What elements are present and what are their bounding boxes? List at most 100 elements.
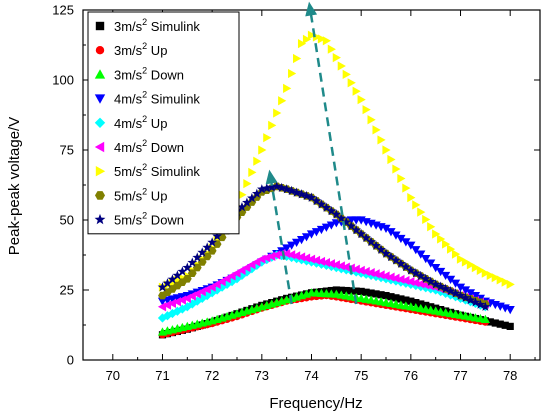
data-point [311, 228, 322, 237]
data-point [253, 156, 262, 166]
data-point [272, 250, 281, 260]
arrow-shaft [270, 183, 293, 305]
data-point [261, 183, 272, 193]
data-point [432, 229, 441, 239]
legend-label: 3m/s2 Up [114, 41, 167, 58]
legend-label-exp: 2 [142, 90, 147, 100]
x-tick-label: 71 [155, 368, 169, 383]
data-point [402, 296, 410, 304]
data-point [307, 30, 317, 40]
data-point [460, 286, 471, 295]
data-point [331, 209, 342, 219]
data-point [337, 286, 345, 294]
data-point [496, 320, 504, 328]
data-point [386, 272, 395, 282]
legend-label-base: 5m/s [114, 164, 143, 179]
trend-arrow [265, 169, 293, 305]
legend-label-base: 4m/s [114, 140, 143, 155]
data-point [177, 266, 188, 276]
series-2 [157, 288, 490, 336]
data-point [465, 289, 476, 298]
series-5 [157, 249, 489, 312]
data-point [291, 251, 301, 261]
data-point [331, 260, 340, 270]
data-point [442, 239, 451, 249]
data-point [486, 270, 495, 281]
data-point [207, 246, 217, 255]
data-point [301, 253, 311, 263]
data-point [311, 255, 321, 265]
data-point [336, 261, 345, 271]
data-point [431, 264, 441, 273]
legend-label: 4m/s2 Simulink [114, 90, 200, 107]
arrow-shaft [309, 15, 358, 305]
data-point [247, 193, 257, 203]
data-point [347, 78, 356, 88]
data-point [266, 182, 277, 192]
legend-label-exp: 2 [142, 162, 147, 172]
data-point [182, 274, 192, 283]
data-point [460, 292, 471, 302]
data-point [337, 61, 346, 71]
data-point [391, 276, 401, 286]
legend-label-base: 4m/s [114, 116, 143, 131]
data-point [296, 236, 307, 245]
data-point [301, 190, 312, 201]
x-tick-label: 78 [503, 368, 517, 383]
legend-label-suffix: Down [147, 140, 184, 155]
data-point [287, 241, 297, 250]
data-point [416, 250, 426, 259]
data-point [387, 293, 395, 301]
legend-label: 5m/s2 Simulink [114, 162, 200, 179]
data-point [356, 265, 365, 275]
data-point [450, 279, 461, 288]
data-point [445, 275, 456, 284]
data-point [182, 262, 193, 272]
data-point [283, 83, 292, 93]
data-point [445, 290, 456, 300]
data-point [386, 251, 396, 262]
data-point [332, 53, 341, 63]
data-point [366, 236, 376, 246]
data-point [301, 233, 312, 242]
y-tick-label: 50 [60, 213, 74, 228]
data-point [421, 255, 431, 264]
data-point [172, 306, 182, 316]
y-tick-label: 100 [52, 73, 74, 88]
data-point [391, 273, 400, 283]
x-tick-label: 76 [404, 368, 418, 383]
data-point [371, 240, 381, 250]
data-point [396, 277, 406, 287]
data-point [505, 306, 515, 315]
data-point [471, 263, 481, 273]
data-point [276, 182, 287, 192]
data-point [327, 44, 336, 54]
data-point [162, 311, 173, 321]
data-point [202, 252, 212, 261]
data-point [167, 274, 178, 284]
legend-label-exp: 2 [142, 211, 147, 221]
data-point [336, 213, 347, 223]
data-point [341, 262, 350, 272]
x-tick-label: 72 [205, 368, 219, 383]
data-point [267, 251, 276, 261]
data-point [316, 259, 327, 269]
data-point [197, 293, 207, 303]
legend-marker [95, 166, 106, 177]
data-point [411, 278, 420, 288]
data-point [416, 279, 425, 289]
data-point [316, 256, 326, 267]
legend-marker [95, 191, 105, 200]
data-point [217, 282, 227, 292]
data-point [257, 254, 266, 264]
data-point [392, 164, 401, 174]
data-point [321, 223, 332, 232]
data-point [381, 248, 391, 258]
data-point [227, 277, 237, 287]
data-point [352, 86, 361, 96]
arrow-head [265, 169, 278, 185]
data-point [242, 197, 252, 207]
x-tick-label: 77 [453, 368, 467, 383]
data-point [197, 247, 208, 257]
data-point [422, 214, 431, 225]
